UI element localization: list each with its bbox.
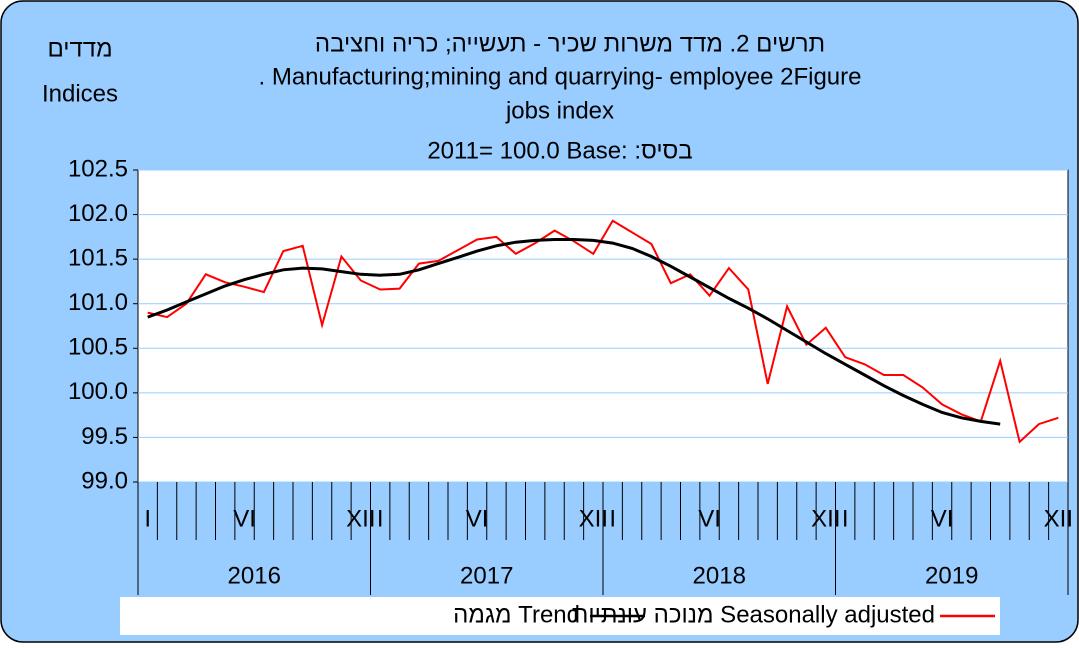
y-tick-label: 99.5 <box>81 423 128 450</box>
x-tick-label: XII <box>579 505 608 532</box>
x-tick-label: I <box>609 505 616 532</box>
y-tick-label: 100.0 <box>68 378 128 405</box>
year-label: 2017 <box>460 562 513 589</box>
x-tick-label: VI <box>931 505 954 532</box>
x-tick-label: I <box>842 505 849 532</box>
y-axis-title: Indices <box>42 80 118 107</box>
y-tick-label: 101.0 <box>68 289 128 316</box>
plot-area <box>137 169 1069 483</box>
x-tick-label: VI <box>233 505 256 532</box>
x-tick-label: I <box>377 505 384 532</box>
chart-title: תרשים 2. מדד משרות שכיר - תעשייה; כריה ו… <box>315 30 825 57</box>
chart-title: . Manufacturing;mining and quarrying- em… <box>259 63 862 90</box>
year-label: 2016 <box>228 562 281 589</box>
legend <box>120 597 1000 635</box>
series-line <box>147 238 1001 426</box>
x-tick-label: I <box>144 505 151 532</box>
year-label: 2019 <box>925 562 978 589</box>
y-tick-label: 101.5 <box>68 244 128 271</box>
x-tick-label: VI <box>698 505 721 532</box>
y-tick-label: 100.5 <box>68 334 128 361</box>
y-tick-label: 102.0 <box>68 200 128 227</box>
x-tick-label: XII <box>1044 505 1073 532</box>
x-tick-label: XII <box>346 505 375 532</box>
chart-subtitle: 2011= 100.0 Base: :בסיס <box>427 137 692 164</box>
x-tick-label: VI <box>466 505 489 532</box>
series-line <box>147 219 1059 444</box>
legend-label: מגמה Trend <box>453 601 580 628</box>
chart-title: jobs index <box>505 97 614 124</box>
y-tick-label: 99.0 <box>81 467 128 494</box>
y-axis-title: מדדים <box>47 35 112 62</box>
y-tick-label: 102.5 <box>68 155 128 182</box>
year-label: 2018 <box>693 562 746 589</box>
x-tick-label: XII <box>811 505 840 532</box>
